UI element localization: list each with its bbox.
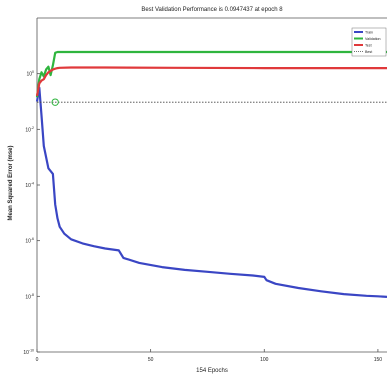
axes: 0 50 100 150 10-10 10-8 10-6 10-4 10-2 100	[23, 17, 387, 363]
best-epoch-marker	[51, 98, 59, 106]
series-layer	[35, 50, 387, 298]
y-tick-label: 10-8	[25, 293, 34, 301]
x-tick-label: 0	[36, 357, 39, 363]
x-tick-label: 100	[260, 357, 269, 363]
legend-label: Validation	[365, 37, 381, 41]
legend-label: Train	[365, 31, 373, 35]
legend-label: Test	[365, 44, 372, 48]
y-tick-label: 10-10	[23, 349, 34, 357]
x-tick-label: 50	[148, 357, 154, 363]
series-line-test	[35, 66, 387, 97]
x-tick-label: 150	[374, 357, 383, 363]
y-tick-label: 100	[26, 70, 34, 78]
chart-title: Best Validation Performance is 0.0947437…	[141, 7, 283, 13]
series-line-train	[35, 86, 387, 298]
series-line-validation	[35, 50, 387, 98]
y-tick-label: 10-2	[25, 126, 34, 134]
y-tick-label: 10-4	[25, 182, 34, 190]
legend-label: Best	[365, 50, 372, 54]
x-axis-label: 154 Epochs	[196, 368, 228, 374]
y-tick-label: 10-6	[25, 237, 34, 245]
y-axis-label: Mean Squared Error (mse)	[8, 145, 14, 220]
legend: Train Validation Test Best	[351, 27, 387, 57]
